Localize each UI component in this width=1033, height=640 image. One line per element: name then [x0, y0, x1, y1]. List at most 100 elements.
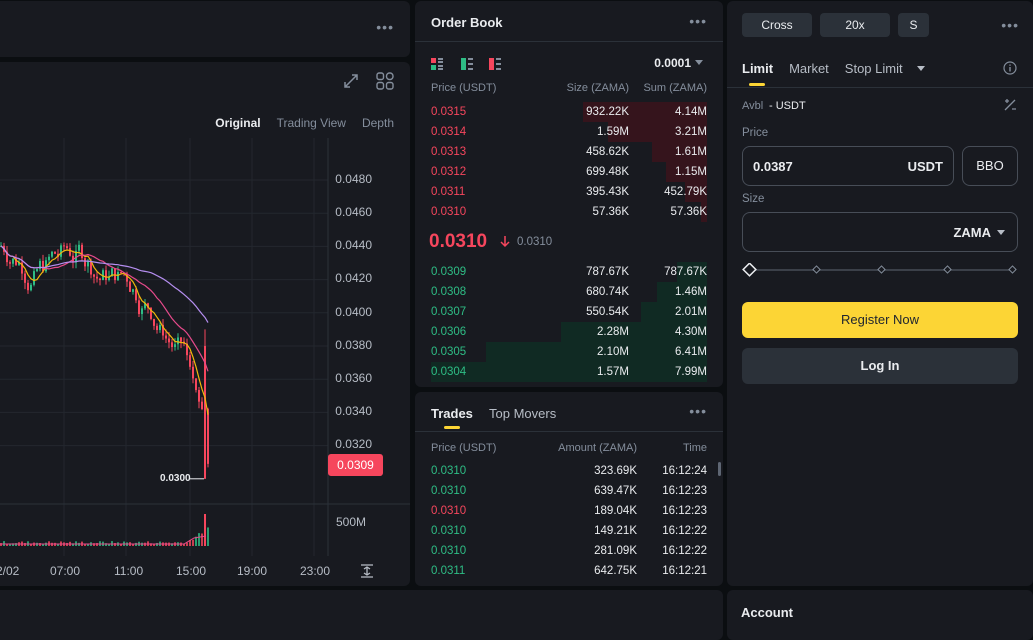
trade-time: 16:12:21: [662, 565, 707, 577]
tab-original[interactable]: Original: [215, 116, 261, 130]
chart-panel: Original Trading View Depth 0.0480 0.046…: [0, 62, 410, 586]
tab-top-movers[interactable]: Top Movers: [489, 406, 557, 421]
candle-body: [174, 344, 176, 347]
row-price: 0.0307: [431, 306, 467, 318]
ask-row[interactable]: 0.0315 932.22K 4.14M: [431, 102, 707, 122]
volume-bar: [6, 543, 8, 546]
candle-body: [141, 308, 143, 315]
chevron-down-icon[interactable]: [997, 230, 1005, 235]
layout-grid-icon[interactable]: [376, 72, 394, 90]
candle-body: [195, 378, 197, 391]
available-label: Avbl: [742, 100, 764, 112]
mark-price: 0.0310: [517, 236, 553, 248]
row-size: 1.57M: [597, 366, 629, 378]
tab-stop-limit[interactable]: Stop Limit: [844, 61, 903, 76]
asset-mode-button[interactable]: S: [898, 13, 929, 37]
margin-mode-button[interactable]: Cross: [742, 13, 812, 37]
register-button[interactable]: Register Now: [742, 302, 1018, 338]
row-sum: 6.41M: [675, 346, 707, 358]
volume-bar: [201, 533, 203, 546]
candle-body: [147, 303, 149, 308]
tab-depth[interactable]: Depth: [361, 116, 394, 130]
login-button[interactable]: Log In: [742, 348, 1018, 384]
ask-row[interactable]: 0.0313 458.62K 1.61M: [431, 142, 707, 162]
info-icon[interactable]: [1003, 61, 1017, 75]
view-both-icon[interactable]: [431, 58, 443, 70]
depth-bar: [657, 282, 707, 302]
fit-vertical-icon[interactable]: [360, 564, 374, 578]
ask-row[interactable]: 0.0312 699.48K 1.15M: [431, 162, 707, 182]
moving-averages: [0, 245, 209, 415]
chevron-down-icon[interactable]: [695, 60, 703, 65]
candle-body: [111, 268, 113, 277]
order-form-more-icon[interactable]: •••: [1001, 17, 1019, 33]
leverage-button[interactable]: 20x: [820, 13, 890, 37]
candle-body: [120, 271, 122, 273]
depth-bar: [684, 182, 707, 202]
depth-bar: [701, 202, 707, 222]
volume-bar: [132, 543, 134, 546]
y-tick: 0.0320: [335, 437, 372, 451]
size-input[interactable]: ZAMA: [742, 212, 1018, 252]
trade-amount: 149.21K: [594, 525, 637, 537]
tab-trading-view[interactable]: Trading View: [276, 116, 346, 130]
chevron-down-icon[interactable]: [917, 66, 925, 71]
candle-body: [117, 271, 119, 281]
bid-row[interactable]: 0.0308 680.74K 1.46M: [431, 282, 707, 302]
active-tab-indicator: [749, 83, 765, 86]
tab-limit[interactable]: Limit: [742, 61, 774, 76]
order-book-title: Order Book: [431, 15, 503, 30]
row-price: 0.0315: [431, 106, 467, 118]
size-slider[interactable]: [742, 263, 1020, 277]
fullscreen-icon[interactable]: [344, 74, 358, 88]
view-bids-icon[interactable]: [461, 58, 473, 70]
x-tick: 23:00: [300, 564, 331, 578]
tab-market[interactable]: Market: [789, 61, 829, 76]
candle-body: [78, 244, 80, 251]
size-unit[interactable]: ZAMA: [953, 225, 991, 240]
volume-bar: [183, 543, 185, 546]
trade-row: 0.0310 189.04K 16:12:23: [431, 501, 707, 521]
tick-size-select[interactable]: 0.0001: [654, 56, 691, 70]
bid-row[interactable]: 0.0306 2.28M 4.30M: [431, 322, 707, 342]
chart-header-more-icon[interactable]: •••: [376, 19, 394, 35]
trades-more-icon[interactable]: •••: [689, 403, 707, 419]
candlestick-chart[interactable]: [0, 138, 410, 586]
candle-body: [159, 324, 161, 331]
volume-bar: [87, 543, 89, 546]
scrollbar[interactable]: [718, 462, 721, 476]
divider: [415, 41, 723, 42]
bid-row[interactable]: 0.0307 550.54K 2.01M: [431, 302, 707, 322]
depth-bar: [486, 342, 707, 362]
view-asks-icon[interactable]: [489, 58, 501, 70]
candle-body: [39, 260, 41, 270]
ask-row[interactable]: 0.0314 1.59M 3.21M: [431, 122, 707, 142]
volume-bar: [192, 539, 194, 546]
ask-row[interactable]: 0.0310 57.36K 57.36K: [431, 202, 707, 222]
trade-time: 16:12:23: [662, 505, 707, 517]
chart-view-tabs: Original Trading View Depth: [215, 116, 394, 130]
tab-trades[interactable]: Trades: [431, 406, 473, 421]
candle-body: [33, 271, 35, 285]
volume-bar: [39, 543, 41, 546]
price-input[interactable]: 0.0387 USDT: [742, 146, 954, 186]
candles: [0, 240, 209, 480]
bid-row[interactable]: 0.0309 787.67K 787.67K: [431, 262, 707, 282]
bbo-button[interactable]: BBO: [962, 146, 1018, 186]
volume-bar: [15, 543, 17, 546]
candle-body: [186, 343, 188, 356]
bid-row[interactable]: 0.0304 1.57M 7.99M: [431, 362, 707, 382]
price-value: 0.0387: [753, 159, 793, 174]
ask-row[interactable]: 0.0311 395.43K 452.79K: [431, 182, 707, 202]
bid-row[interactable]: 0.0305 2.10M 6.41M: [431, 342, 707, 362]
candle-body: [27, 282, 29, 291]
candle-body: [90, 260, 92, 275]
trade-time: 16:12:24: [662, 465, 707, 477]
candle-body: [36, 269, 38, 272]
transfer-icon[interactable]: [1003, 98, 1017, 112]
order-book-more-icon[interactable]: •••: [689, 13, 707, 29]
trade-row: 0.0310 323.69K 16:12:24: [431, 461, 707, 481]
row-price: 0.0308: [431, 286, 467, 298]
candle-body: [126, 273, 128, 282]
row-size: 932.22K: [586, 106, 629, 118]
